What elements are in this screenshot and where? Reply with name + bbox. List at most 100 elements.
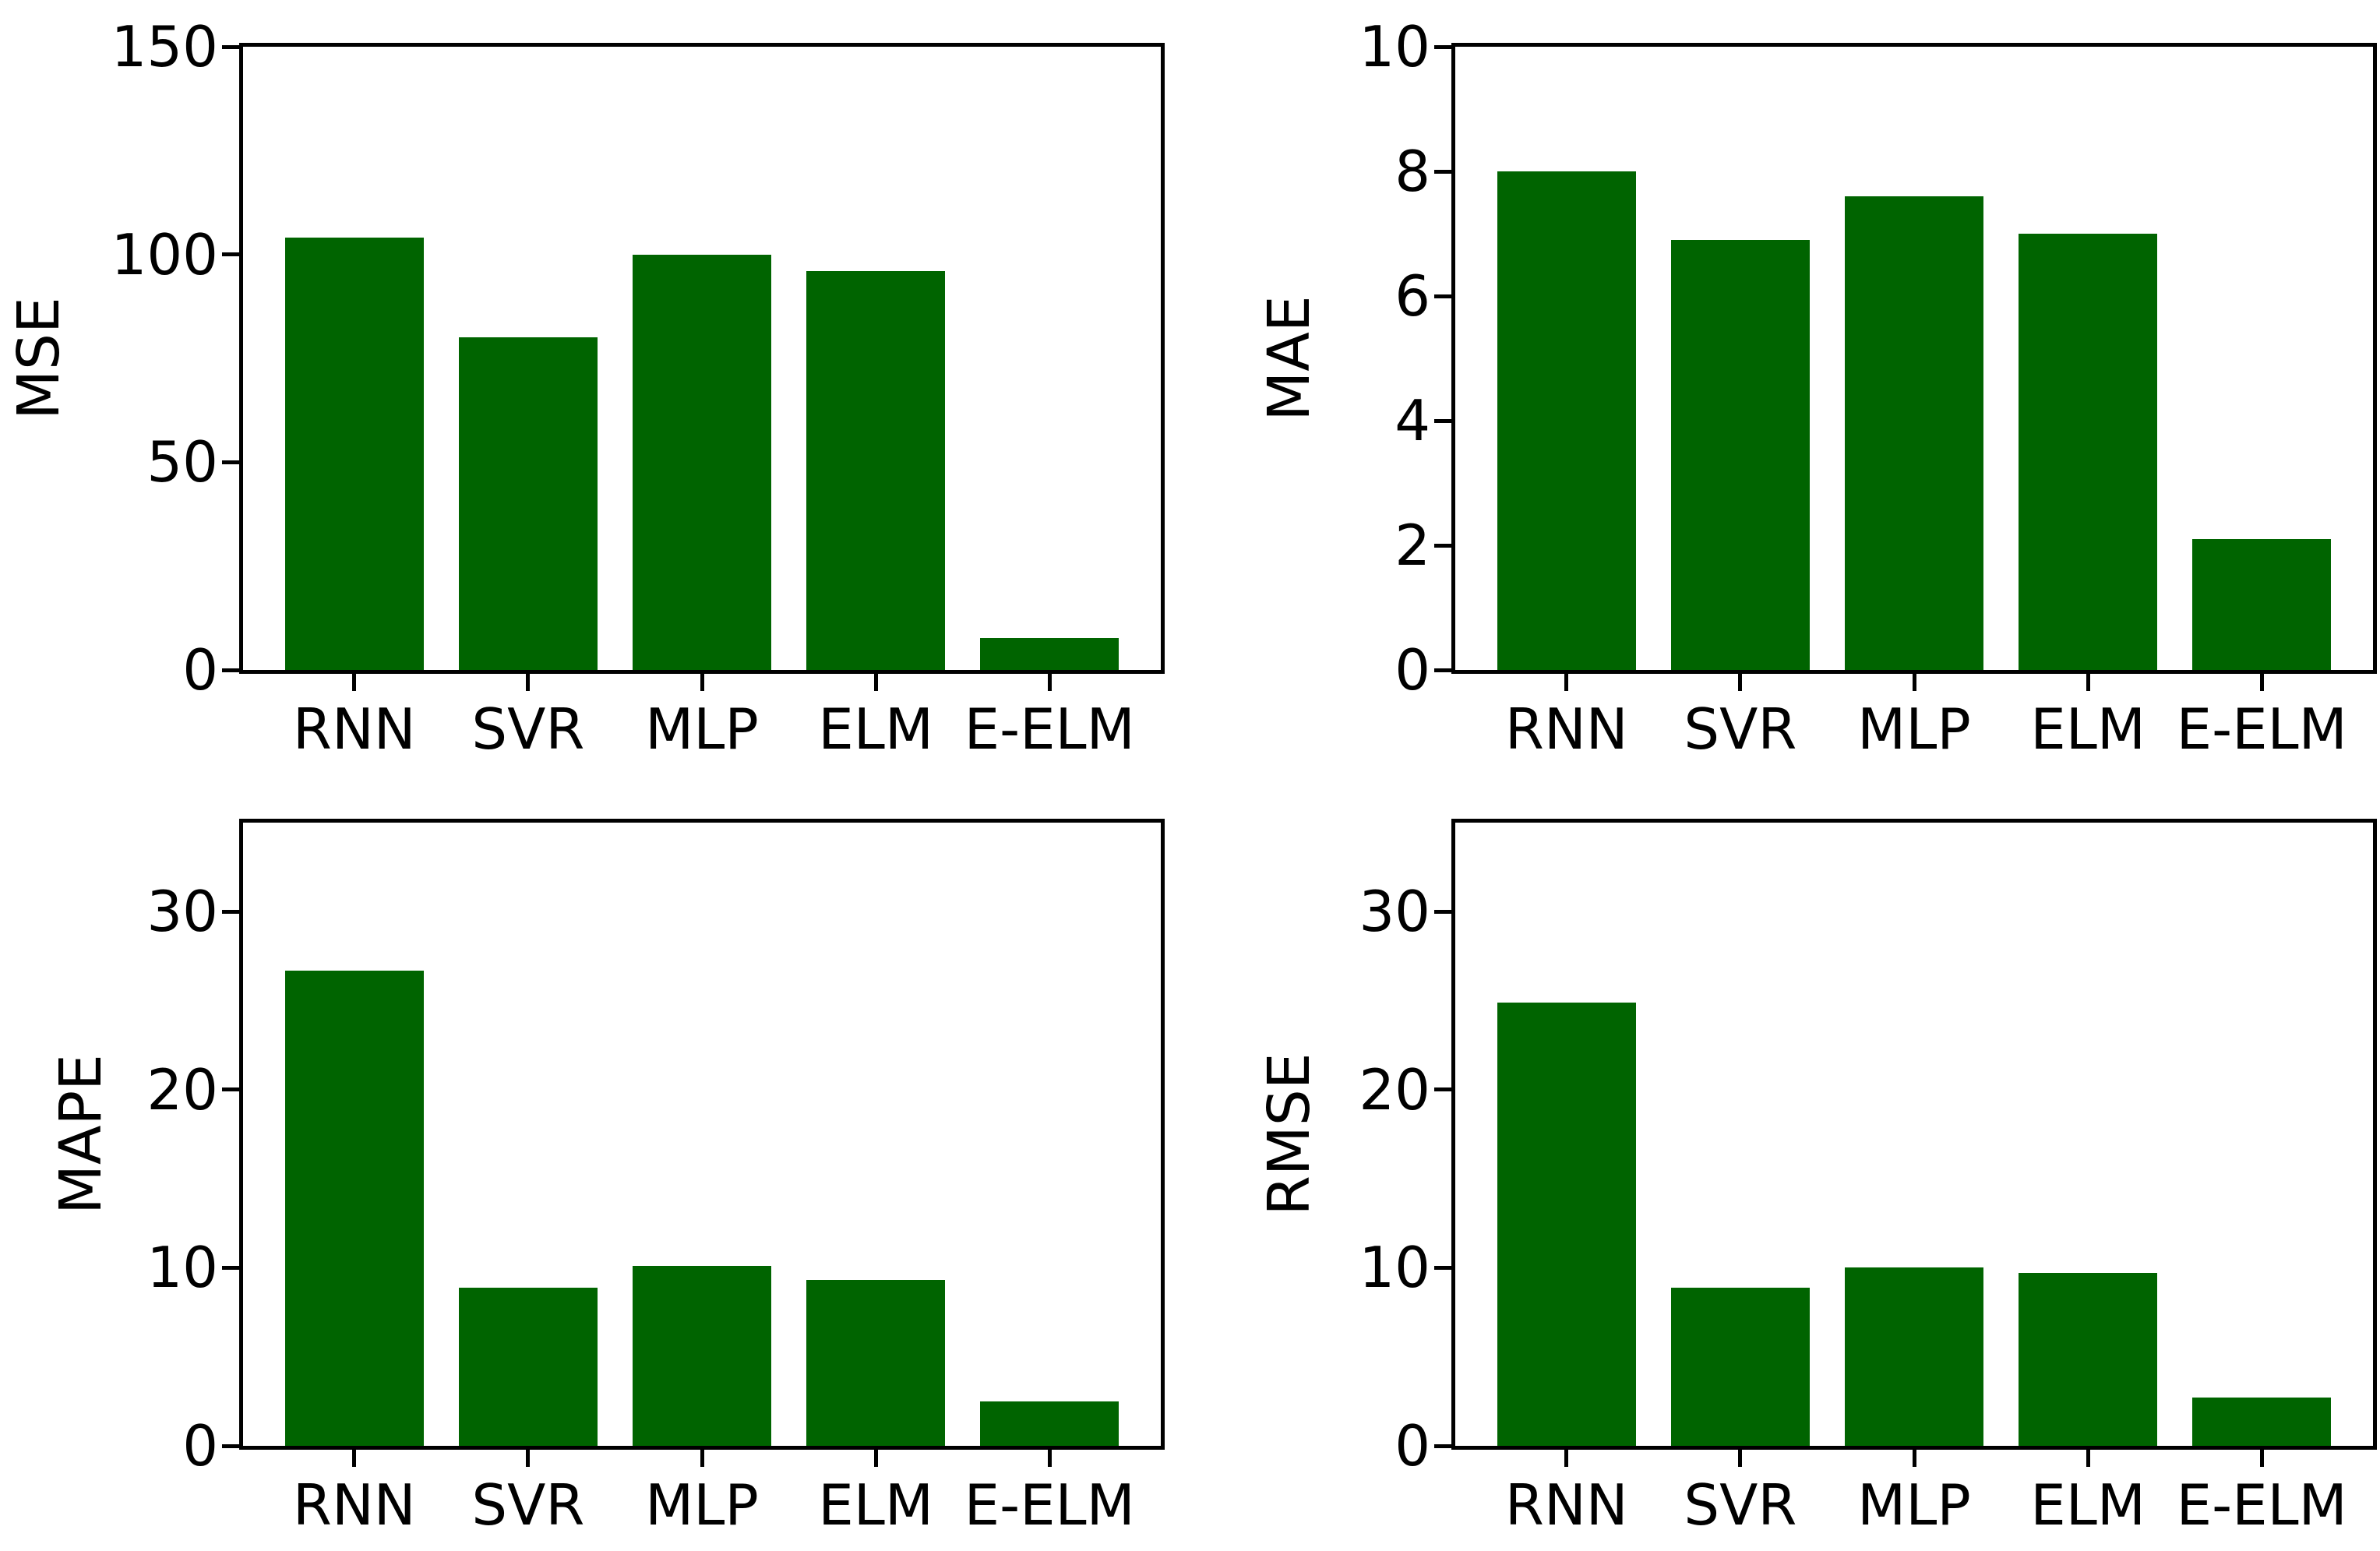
y-tick: [222, 44, 239, 49]
bar-elm: [2018, 234, 2158, 670]
y-tick-label: 20: [1359, 1056, 1430, 1123]
y-tick-label: 0: [182, 1413, 218, 1479]
y-tick-label: 0: [1395, 637, 1430, 703]
y-tick-label: 6: [1395, 263, 1430, 329]
x-tick: [1912, 1450, 1916, 1467]
x-tick: [2086, 674, 2090, 691]
x-tick-label-svr: SVR: [1684, 1472, 1797, 1538]
axes-frame: [1451, 43, 2377, 674]
y-tick: [1434, 294, 1451, 298]
x-tick: [526, 1450, 531, 1467]
bar-elm: [2018, 1273, 2158, 1446]
y-tick-label: 150: [111, 14, 218, 79]
y-tick-label: 50: [146, 429, 218, 495]
plot-area-rmse: RNN SVR MLP ELM E-ELM 0 10 20 30: [1359, 819, 2377, 1533]
axes-frame: [1451, 819, 2377, 1450]
y-tick: [1434, 543, 1451, 548]
y-tick-label: 2: [1395, 513, 1430, 578]
bar-svr: [458, 1287, 598, 1446]
y-axis-label-rmse: RMSE: [1256, 1052, 1323, 1216]
x-tick-label-rnn: RNN: [1504, 1472, 1628, 1538]
y-tick-label: 4: [1395, 388, 1430, 453]
bar-elm: [806, 1280, 946, 1446]
y-tick: [222, 252, 239, 257]
x-tick: [2259, 1450, 2264, 1467]
y-tick: [222, 909, 239, 914]
y-tick: [1434, 44, 1451, 49]
y-tick: [1434, 1443, 1451, 1448]
y-tick-label: 0: [1395, 1413, 1430, 1479]
x-tick: [352, 1450, 357, 1467]
bar-rnn: [1497, 1002, 1637, 1446]
x-tick-label-mlp: MLP: [1857, 1472, 1971, 1538]
x-tick: [1738, 1450, 1743, 1467]
y-tick-label: 10: [1359, 1235, 1430, 1301]
plot-area-mape: RNN SVR MLP ELM E-ELM 0 10 20 30: [146, 819, 1165, 1533]
bar-rnn: [284, 238, 425, 670]
x-tick: [2259, 674, 2264, 691]
y-tick: [1434, 1265, 1451, 1270]
bar-mlp: [1844, 196, 1984, 670]
plot-area-mae: RNN SVR MLP ELM E-ELM 0 2 4 6 8 10: [1359, 19, 2377, 757]
x-tick-label-elm: ELM: [818, 1472, 933, 1538]
bar-svr: [1670, 1287, 1811, 1446]
x-tick-label-e-elm: E-ELM: [964, 1472, 1135, 1538]
y-axis-label-mse: MSE: [5, 297, 72, 420]
y-tick-label: 20: [146, 1056, 218, 1123]
x-tick: [1047, 1450, 1052, 1467]
y-tick-label: 30: [1359, 879, 1430, 945]
bar-mlp: [632, 1266, 772, 1446]
x-tick: [1738, 674, 1743, 691]
bar-mlp: [1844, 1267, 1984, 1446]
y-tick: [1434, 418, 1451, 423]
x-tick-label-e-elm: E-ELM: [2176, 1472, 2347, 1538]
y-tick: [222, 1265, 239, 1270]
x-tick-label-rnn: RNN: [292, 696, 416, 762]
x-tick-label-e-elm: E-ELM: [2176, 696, 2347, 762]
x-tick-label-elm: ELM: [818, 696, 933, 762]
x-tick-label-elm: ELM: [2030, 1472, 2146, 1538]
x-tick-label-rnn: RNN: [1504, 696, 1628, 762]
bar-rnn: [284, 970, 425, 1446]
y-axis-label-mape: MAPE: [48, 1054, 115, 1214]
bar-e-elm: [2191, 1398, 2332, 1446]
bar-svr: [1670, 240, 1811, 670]
bar-e-elm: [2191, 539, 2332, 670]
bar-e-elm: [979, 637, 1119, 670]
x-tick: [700, 1450, 704, 1467]
x-tick-label-mlp: MLP: [645, 696, 759, 762]
bar-mlp: [632, 254, 772, 670]
x-tick: [2086, 1450, 2090, 1467]
y-tick-label: 0: [182, 637, 218, 703]
y-tick-label: 8: [1395, 139, 1430, 204]
x-tick-label-e-elm: E-ELM: [964, 696, 1135, 762]
bar-e-elm: [979, 1401, 1119, 1446]
x-tick-label-rnn: RNN: [292, 1472, 416, 1538]
x-tick-label-mlp: MLP: [1857, 696, 1971, 762]
plot-area-mse: RNN SVR MLP ELM E-ELM 0 50 100 150: [111, 19, 1165, 757]
y-tick: [222, 668, 239, 672]
y-tick-label: 30: [146, 879, 218, 945]
axes-frame: [239, 819, 1165, 1450]
x-tick-label-elm: ELM: [2030, 696, 2146, 762]
axes-frame: [239, 43, 1165, 674]
y-tick: [222, 1087, 239, 1092]
y-tick-label: 10: [1359, 14, 1430, 79]
x-tick-label-svr: SVR: [1684, 696, 1797, 762]
y-tick: [222, 1443, 239, 1448]
y-tick: [1434, 668, 1451, 672]
x-tick: [1564, 674, 1569, 691]
bar-elm: [806, 271, 946, 670]
x-tick: [1912, 674, 1916, 691]
x-tick: [700, 674, 704, 691]
y-tick-label: 10: [146, 1235, 218, 1301]
x-tick: [526, 674, 531, 691]
x-tick: [873, 674, 878, 691]
x-tick: [1564, 1450, 1569, 1467]
y-axis-label-mae: MAE: [1256, 295, 1323, 421]
